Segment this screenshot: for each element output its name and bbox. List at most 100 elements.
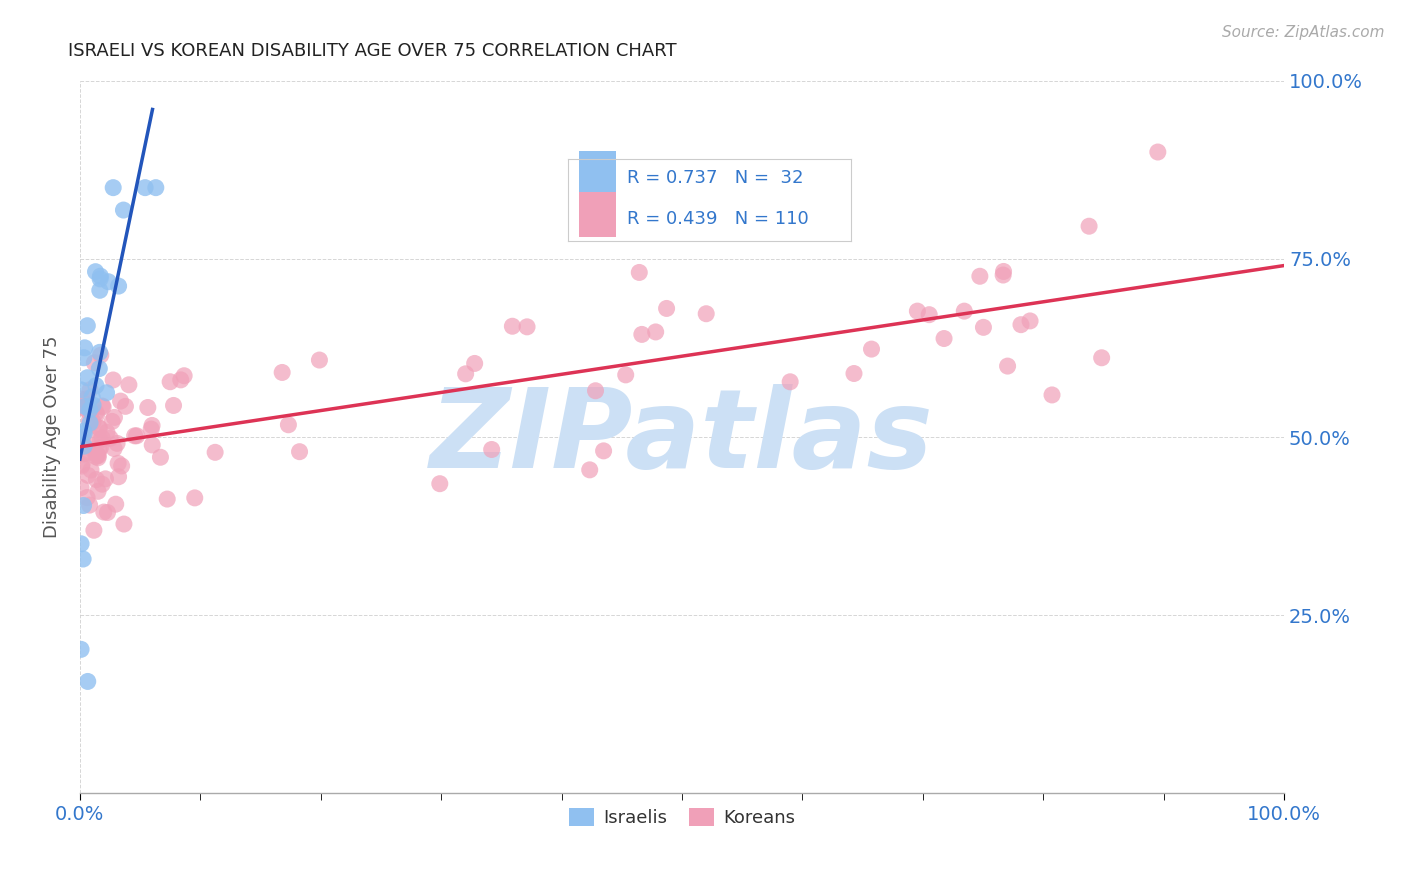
Point	[97, 275, 120, 289]
Point	[107, 456, 129, 470]
Point	[173, 368, 195, 383]
Point	[1010, 318, 1032, 332]
Point	[73, 426, 96, 441]
Point	[72, 499, 94, 513]
Point	[429, 476, 451, 491]
Point	[103, 180, 125, 194]
Point	[82, 415, 104, 429]
Point	[585, 384, 607, 398]
Point	[997, 359, 1019, 373]
Point	[73, 400, 96, 414]
Point	[70, 459, 93, 474]
Point	[96, 425, 118, 440]
Point	[72, 424, 94, 438]
Point	[83, 431, 105, 445]
Point	[136, 401, 159, 415]
Point	[86, 473, 108, 487]
Point	[118, 377, 141, 392]
Point	[103, 410, 125, 425]
Point	[991, 268, 1014, 282]
Point	[184, 491, 207, 505]
Point	[842, 367, 865, 381]
Point	[70, 392, 93, 406]
Point	[76, 674, 98, 689]
Point	[89, 272, 111, 286]
Point	[77, 468, 100, 483]
Point	[644, 325, 666, 339]
Point	[79, 416, 101, 430]
Point	[83, 443, 105, 458]
Point	[101, 414, 124, 428]
Point	[84, 450, 107, 464]
Point	[114, 400, 136, 414]
Point	[112, 202, 135, 217]
Point	[141, 438, 163, 452]
Point	[104, 497, 127, 511]
Point	[83, 356, 105, 370]
Point	[76, 491, 98, 505]
Point	[82, 398, 104, 412]
Point	[141, 422, 163, 436]
Point	[111, 458, 134, 473]
Point	[91, 477, 114, 491]
Point	[91, 400, 114, 414]
Point	[90, 440, 112, 454]
Point	[1019, 314, 1042, 328]
Point	[277, 417, 299, 432]
Point	[77, 414, 100, 428]
Point	[308, 353, 330, 368]
Point	[107, 279, 129, 293]
Point	[1146, 145, 1168, 159]
Point	[271, 366, 294, 380]
Y-axis label: Disability Age Over 75: Disability Age Over 75	[44, 335, 60, 538]
Point	[972, 320, 994, 334]
Point	[93, 505, 115, 519]
Point	[73, 447, 96, 461]
Text: ISRAELI VS KOREAN DISABILITY AGE OVER 75 CORRELATION CHART: ISRAELI VS KOREAN DISABILITY AGE OVER 75…	[67, 42, 676, 60]
Point	[105, 436, 128, 450]
Legend: Israelis, Koreans: Israelis, Koreans	[561, 801, 803, 834]
Point	[156, 491, 179, 506]
Point	[89, 269, 111, 284]
Point	[75, 447, 97, 461]
Point	[70, 642, 93, 657]
Point	[89, 434, 111, 448]
Point	[1078, 219, 1101, 234]
Point	[80, 463, 103, 477]
Point	[860, 342, 883, 356]
Point	[628, 265, 651, 279]
Point	[82, 390, 104, 404]
Point	[149, 450, 172, 465]
Point	[83, 523, 105, 537]
Point	[84, 378, 107, 392]
Point	[89, 345, 111, 359]
Point	[84, 265, 107, 279]
Point	[918, 308, 941, 322]
Point	[1040, 388, 1063, 402]
Point	[159, 375, 181, 389]
Point	[578, 463, 600, 477]
Point	[84, 405, 107, 419]
Point	[288, 444, 311, 458]
Point	[454, 367, 477, 381]
Point	[76, 370, 98, 384]
Point	[655, 301, 678, 316]
Point	[87, 442, 110, 457]
Text: Source: ZipAtlas.com: Source: ZipAtlas.com	[1222, 25, 1385, 40]
Point	[87, 420, 110, 434]
Point	[76, 318, 98, 333]
Point	[953, 304, 976, 318]
Point	[86, 448, 108, 462]
Point	[79, 402, 101, 417]
Point	[79, 498, 101, 512]
Point	[72, 401, 94, 415]
Point	[70, 537, 93, 551]
Point	[501, 319, 523, 334]
Point	[94, 472, 117, 486]
Point	[993, 264, 1015, 278]
Point	[1091, 351, 1114, 365]
Point	[592, 443, 614, 458]
Point	[134, 180, 156, 194]
Point	[89, 283, 111, 297]
Point	[91, 431, 114, 445]
